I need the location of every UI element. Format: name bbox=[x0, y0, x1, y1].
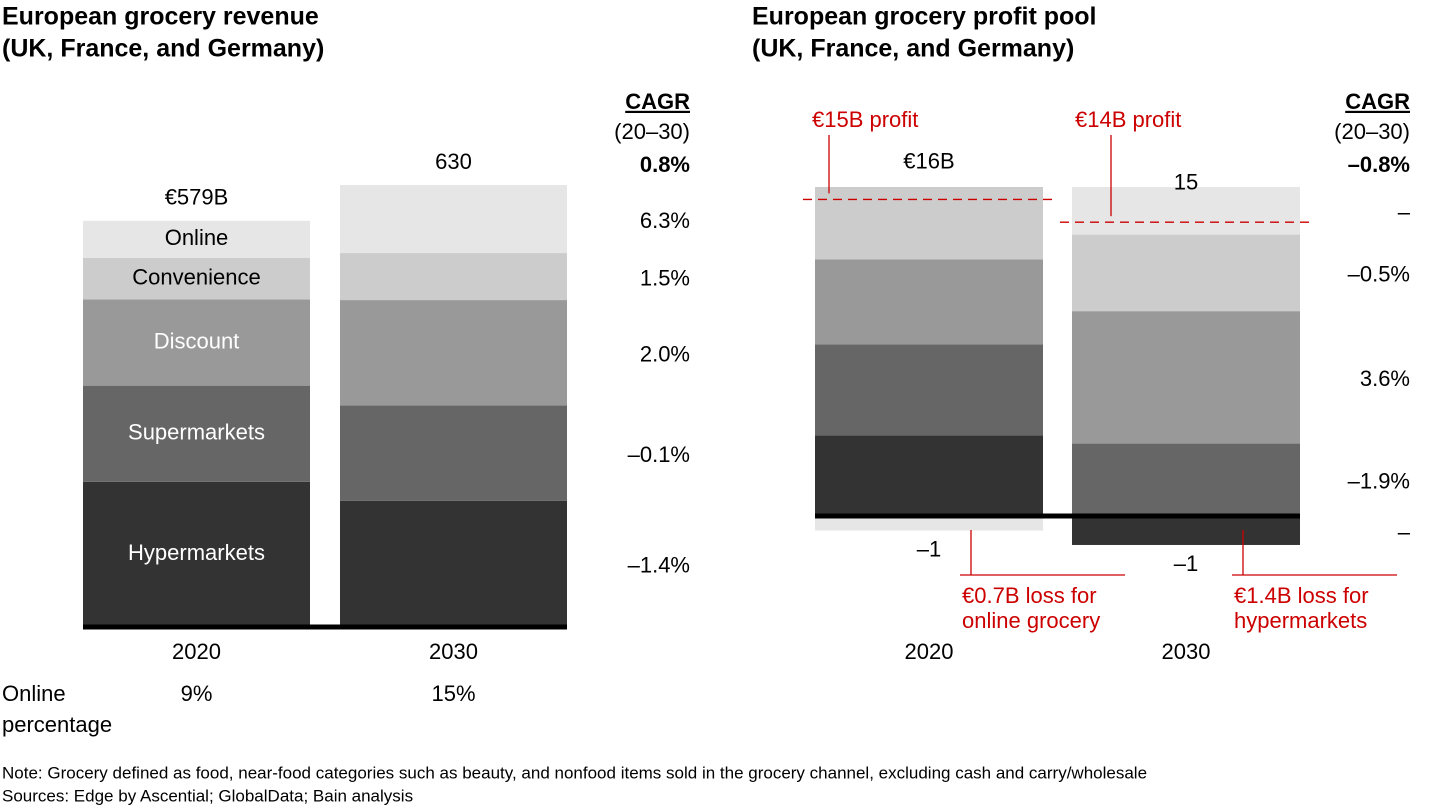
total-label: 15 bbox=[1174, 169, 1198, 194]
sources: Sources: Edge by Ascential; GlobalData; … bbox=[2, 786, 413, 805]
loss-annotation: €1.4B loss for bbox=[1234, 583, 1369, 608]
value-label: –1 bbox=[1174, 551, 1198, 576]
total-label: €579B bbox=[165, 185, 229, 210]
chart-title: European grocery profit pool bbox=[752, 3, 1096, 31]
bar-segment bbox=[1072, 516, 1300, 545]
bar-segment bbox=[1072, 234, 1300, 312]
x-tick-label: 2030 bbox=[1162, 639, 1211, 664]
bar-segment bbox=[83, 220, 310, 258]
profit-annotation: €14B profit bbox=[1075, 107, 1181, 132]
loss-annotation: hypermarkets bbox=[1234, 608, 1367, 633]
bar-segment bbox=[815, 516, 1043, 531]
cagr-value: –0.5% bbox=[1348, 262, 1410, 287]
bar-segment bbox=[340, 405, 567, 501]
segment-label: Online bbox=[165, 225, 229, 250]
bar-segment bbox=[340, 500, 567, 627]
cagr-value: –1.9% bbox=[1348, 469, 1410, 494]
cagr-value: – bbox=[1398, 519, 1411, 544]
bar-segment bbox=[340, 300, 567, 406]
bar-segment bbox=[83, 481, 310, 627]
bar-segment bbox=[83, 385, 310, 482]
online-value: 9% bbox=[181, 681, 213, 706]
segment-label: Supermarkets bbox=[128, 420, 265, 445]
online-label: percentage bbox=[2, 712, 112, 737]
cagr-value: – bbox=[1398, 200, 1411, 225]
segment-label: Convenience bbox=[132, 264, 260, 289]
cagr-period: (20–30) bbox=[614, 119, 690, 144]
bar-segment bbox=[1072, 311, 1300, 444]
loss-annotation: online grocery bbox=[962, 608, 1100, 633]
cagr-total: –0.8% bbox=[1348, 152, 1410, 177]
cagr-total: 0.8% bbox=[640, 152, 690, 177]
cagr-value: –0.1% bbox=[628, 442, 690, 467]
total-label: €16B bbox=[903, 149, 954, 174]
x-tick-label: 2020 bbox=[905, 639, 954, 664]
loss-annotation: €0.7B loss for bbox=[962, 583, 1097, 608]
bar-segment bbox=[1072, 443, 1300, 516]
note: Note: Grocery defined as food, near-food… bbox=[2, 763, 1147, 782]
profit-annotation: €15B profit bbox=[812, 107, 918, 132]
bar-segment bbox=[815, 187, 1043, 260]
bar-segment bbox=[83, 257, 310, 300]
cagr-value: 6.3% bbox=[640, 208, 690, 233]
segment-label: Hypermarkets bbox=[128, 540, 265, 565]
x-tick-label: 2030 bbox=[429, 639, 478, 664]
cagr-value: 1.5% bbox=[640, 265, 690, 290]
cagr-title: CAGR bbox=[625, 89, 690, 114]
cagr-value: –1.4% bbox=[628, 553, 690, 578]
cagr-value: 2.0% bbox=[640, 341, 690, 366]
total-label: 630 bbox=[435, 149, 472, 174]
bar-segment bbox=[815, 435, 1043, 516]
bar-segment bbox=[83, 299, 310, 386]
bar-segment bbox=[815, 259, 1043, 345]
bar-segment bbox=[340, 185, 567, 254]
segment-label: Discount bbox=[154, 328, 240, 353]
x-tick-label: 2020 bbox=[172, 639, 221, 664]
cagr-period: (20–30) bbox=[1334, 119, 1410, 144]
online-label: Online bbox=[2, 681, 66, 706]
bar-segment bbox=[340, 253, 567, 301]
chart-subtitle: (UK, France, and Germany) bbox=[752, 35, 1074, 63]
value-label: –1 bbox=[917, 536, 941, 561]
cagr-value: 3.6% bbox=[1360, 366, 1410, 391]
online-value: 15% bbox=[431, 681, 475, 706]
bar-segment bbox=[815, 344, 1043, 436]
chart-title: European grocery revenue bbox=[2, 3, 319, 31]
chart-subtitle: (UK, France, and Germany) bbox=[2, 35, 324, 63]
cagr-title: CAGR bbox=[1345, 89, 1410, 114]
bar-segment bbox=[1072, 187, 1300, 235]
